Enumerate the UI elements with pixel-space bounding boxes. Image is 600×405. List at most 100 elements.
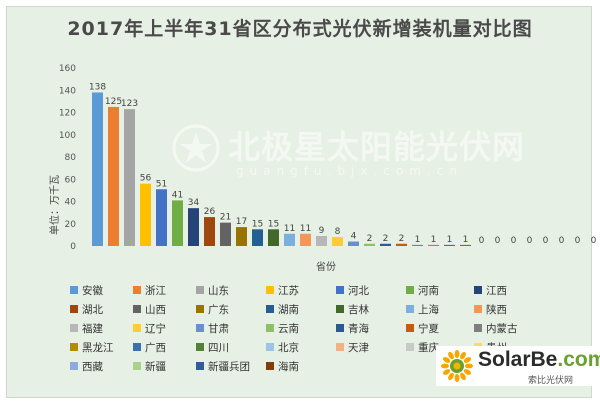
legend-label-黑龙江: 黑龙江 — [82, 341, 114, 354]
legend-swatch-吉林 — [336, 305, 344, 313]
legend-swatch-西藏 — [70, 362, 78, 370]
bar-云南 — [364, 243, 375, 246]
legend-swatch-山东 — [196, 286, 204, 294]
value-label-四川: 1 — [463, 235, 469, 245]
bar-江苏 — [140, 183, 151, 246]
legend-label-北京: 北京 — [278, 341, 299, 354]
legend-swatch-新疆 — [133, 362, 141, 370]
legend-swatch-重庆 — [406, 343, 414, 351]
value-label-重庆: 0 — [511, 236, 517, 246]
legend-label-山西: 山西 — [145, 304, 166, 316]
value-label-天津: 0 — [495, 236, 501, 246]
legend-label-甘肃: 甘肃 — [208, 322, 229, 335]
legend-label-福建: 福建 — [82, 322, 103, 335]
value-label-黑龙江: 1 — [431, 235, 437, 245]
bar-内蒙古 — [412, 244, 423, 246]
bar-吉林 — [268, 229, 279, 246]
legend-label-上海: 上海 — [418, 303, 439, 316]
value-label-河北: 51 — [156, 179, 167, 189]
legend-label-广西: 广西 — [145, 342, 166, 354]
y-tick-label-60: 60 — [65, 175, 77, 185]
legend-label-湖北: 湖北 — [82, 304, 103, 316]
bar-广东 — [236, 227, 247, 246]
legend-swatch-甘肃 — [196, 324, 204, 332]
legend-label-吉林: 吉林 — [348, 303, 369, 316]
bar-group — [92, 92, 471, 246]
legend-swatch-内蒙古 — [474, 324, 482, 332]
bar-黑龙江 — [428, 244, 439, 246]
legend-swatch-浙江 — [133, 286, 141, 294]
legend-label-陕西: 陕西 — [486, 303, 507, 316]
bar-上海 — [284, 233, 295, 246]
y-tick-label-160: 160 — [59, 64, 76, 74]
value-label-安徽: 138 — [89, 82, 106, 92]
bar-四川 — [460, 244, 471, 246]
legend-swatch-广东 — [196, 305, 204, 313]
bar-河北 — [156, 189, 167, 246]
value-label-山东: 123 — [121, 99, 138, 109]
legend-swatch-广西 — [133, 343, 141, 351]
value-label-陕西: 11 — [300, 224, 311, 234]
legend-label-新疆: 新疆 — [145, 360, 166, 373]
value-label-湖北: 26 — [204, 207, 216, 217]
legend-swatch-辽宁 — [133, 324, 141, 332]
legend-label-内蒙古: 内蒙古 — [486, 322, 518, 335]
bar-福建 — [316, 235, 327, 246]
legend-swatch-河北 — [336, 286, 344, 294]
bar-山东 — [124, 109, 135, 246]
legend-label-山东: 山东 — [208, 284, 229, 297]
value-label-新疆: 0 — [559, 236, 565, 246]
legend-label-河南: 河南 — [418, 284, 439, 297]
chart-title: 2017年上半年31省区分布式光伏新增装机量对比图 — [67, 18, 533, 40]
y-tick-label-120: 120 — [59, 109, 76, 119]
bar-甘肃 — [348, 241, 359, 246]
value-label-辽宁: 8 — [335, 227, 341, 237]
y-axis: 0 20 40 60 80 100 120 140 160 — [59, 64, 76, 252]
legend-swatch-上海 — [406, 305, 414, 313]
value-label-浙江: 125 — [105, 97, 122, 107]
legend-label-辽宁: 辽宁 — [145, 322, 166, 335]
legend-label-青海: 青海 — [348, 322, 369, 335]
bar-安徽 — [92, 92, 103, 246]
chart-frame — [6, 6, 592, 398]
legend-label-四川: 四川 — [208, 342, 229, 354]
value-label-江西: 34 — [188, 198, 200, 208]
value-label-海南: 0 — [591, 236, 597, 246]
legend-label-江苏: 江苏 — [278, 284, 299, 297]
legend-swatch-山西 — [133, 305, 141, 313]
legend-swatch-安徽 — [70, 286, 78, 294]
value-label-贵州: 0 — [527, 236, 533, 246]
value-label-吉林: 15 — [268, 219, 279, 229]
legend-label-安徽: 安徽 — [82, 284, 103, 297]
brand-name-suffix: .com — [557, 348, 600, 371]
legend-swatch-湖北 — [70, 305, 78, 313]
legend-swatch-新疆兵团 — [196, 362, 204, 370]
legend-label-云南: 云南 — [278, 322, 299, 335]
y-tick-label-20: 20 — [65, 220, 77, 230]
bar-广西 — [444, 244, 455, 246]
value-label-内蒙古: 1 — [415, 235, 421, 245]
value-label-西藏: 0 — [543, 236, 549, 246]
legend-swatch-陕西 — [474, 305, 482, 313]
y-tick-label-40: 40 — [65, 198, 77, 208]
legend-swatch-江西 — [474, 286, 482, 294]
legend-swatch-天津 — [336, 343, 344, 351]
bar-青海 — [380, 243, 391, 246]
legend-swatch-海南 — [266, 362, 274, 370]
bar-河南 — [172, 200, 183, 246]
legend-swatch-云南 — [266, 324, 274, 332]
legend-swatch-黑龙江 — [70, 343, 78, 351]
bar-湖南 — [252, 229, 263, 246]
legend-label-天津: 天津 — [348, 342, 369, 354]
sunflower-icon — [441, 350, 473, 382]
legend-label-浙江: 浙江 — [145, 285, 166, 297]
value-label-上海: 11 — [284, 224, 295, 234]
brand-subtitle: 索比光伏网 — [528, 376, 574, 386]
value-label-甘肃: 4 — [351, 232, 357, 242]
bar-宁夏 — [396, 243, 407, 246]
legend-swatch-江苏 — [266, 286, 274, 294]
bar-江西 — [188, 208, 199, 246]
